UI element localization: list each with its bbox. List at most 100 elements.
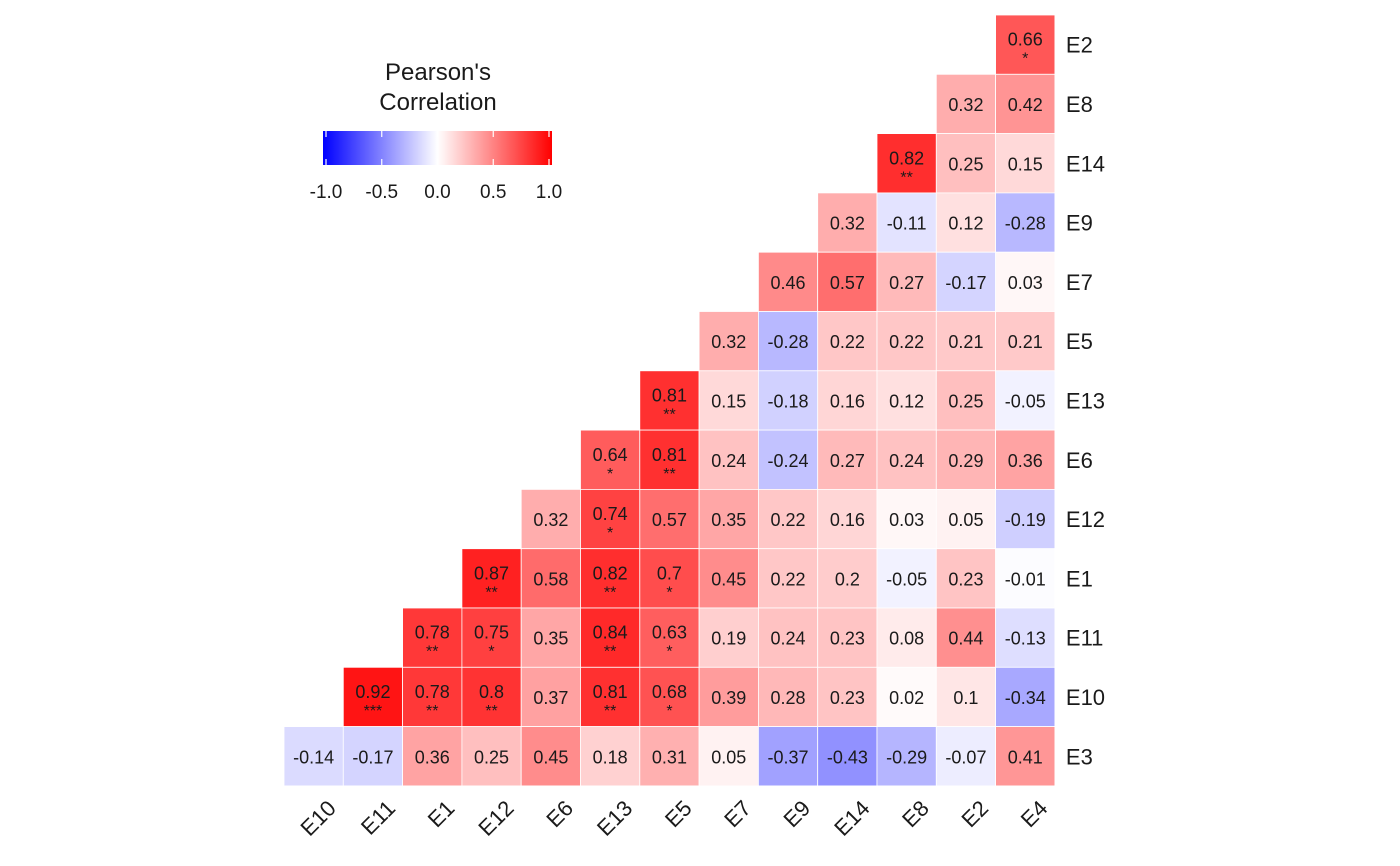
y-tick-label: E7 <box>1066 270 1093 295</box>
heatmap-cell: 0.66* <box>995 14 1056 75</box>
x-tick-label: E9 <box>779 795 816 832</box>
cell-value-label: 0.57 <box>830 273 865 293</box>
cell-value-label: 0.21 <box>1008 332 1043 352</box>
cell-rect <box>935 370 996 431</box>
cell-value-label: 0.27 <box>830 451 865 471</box>
heatmap-cell: 0.58 <box>520 548 581 609</box>
heatmap-cell: 0.32 <box>520 488 581 550</box>
y-tick-label: E6 <box>1066 448 1093 473</box>
cell-value-label: 0.82 <box>889 148 924 168</box>
cell-value-label: 0.15 <box>1008 154 1043 174</box>
heatmap-cell: -0.43 <box>817 726 878 787</box>
cell-rect <box>698 311 759 372</box>
heatmap-cell: 0.44 <box>935 607 996 668</box>
cell-rect <box>758 666 819 727</box>
color-legend: Pearson's Correlation -1.0 -0.5 0.0 0.5 1.0 <box>310 59 563 203</box>
cell-value-label: -0.43 <box>827 747 868 767</box>
heatmap-cell: 0.36 <box>402 726 463 787</box>
cell-rect <box>995 311 1056 372</box>
cell-value-label: 0.27 <box>889 273 924 293</box>
cell-rect <box>876 607 937 668</box>
cell-significance-label: *** <box>364 703 383 720</box>
heatmap-cell: 0.15 <box>995 133 1056 194</box>
heatmap-cell: 0.12 <box>876 370 937 431</box>
x-tick-label: E1 <box>423 795 460 832</box>
heatmap-cell: 0.68* <box>639 666 700 727</box>
x-tick-label: E14 <box>829 795 874 840</box>
heatmap-cell: -0.05 <box>876 548 937 609</box>
cell-value-label: 0.42 <box>1008 95 1043 115</box>
heatmap-cell: -0.17 <box>342 726 403 787</box>
cell-significance-label: ** <box>604 584 616 601</box>
cell-significance-label: ** <box>485 703 497 720</box>
cell-value-label: 0.75 <box>474 623 509 643</box>
cell-rect <box>817 311 878 372</box>
heatmap-cell: 0.24 <box>698 429 759 490</box>
cell-rect <box>995 666 1056 727</box>
heatmap-cell: 0.81** <box>639 429 700 490</box>
cell-value-label: 0.16 <box>830 510 865 530</box>
cell-value-label: 0.35 <box>533 629 568 649</box>
cell-value-label: 0.37 <box>533 688 568 708</box>
cell-value-label: 0.2 <box>835 569 860 589</box>
cell-significance-label: ** <box>485 584 497 601</box>
heatmap-cell: 0.92*** <box>342 666 403 727</box>
heatmap-cells: 0.66*0.32 0.420.82**0.25 0.150.32 -0.11 0.12… <box>283 14 1056 787</box>
cell-rect <box>580 607 641 668</box>
heatmap-cell: -0.37 <box>758 726 819 787</box>
heatmap-cell: 0.37 <box>520 666 581 727</box>
cell-value-label: 0.24 <box>771 629 806 649</box>
legend-tick-label: -1.0 <box>310 182 343 203</box>
cell-value-label: 0.41 <box>1008 747 1043 767</box>
heatmap-cell: 0.02 <box>876 666 937 727</box>
x-tick-label: E7 <box>719 795 756 832</box>
cell-rect <box>935 548 996 609</box>
cell-rect <box>995 726 1056 787</box>
heatmap-cell: 0.08 <box>876 607 937 668</box>
cell-value-label: 0.44 <box>948 629 983 649</box>
cell-value-label: -0.28 <box>768 332 809 352</box>
heatmap-cell: 0.1 <box>935 666 996 727</box>
cell-value-label: 0.63 <box>652 623 687 643</box>
cell-value-label: -0.34 <box>1005 688 1046 708</box>
cell-value-label: 0.12 <box>948 214 983 234</box>
cell-value-label: -0.14 <box>293 747 334 767</box>
cell-rect <box>876 726 937 787</box>
cell-rect <box>342 666 403 727</box>
cell-value-label: -0.07 <box>945 747 986 767</box>
x-tick-label: E13 <box>592 795 637 840</box>
cell-significance-label: ** <box>604 703 616 720</box>
cell-rect <box>520 726 581 787</box>
cell-value-label: 0.22 <box>771 569 806 589</box>
cell-value-label: 0.24 <box>889 451 924 471</box>
heatmap-cell: 0.03 <box>995 251 1056 312</box>
heatmap-cell: 0.8** <box>461 666 522 727</box>
cell-rect <box>935 251 996 312</box>
heatmap-cell: 0.78** <box>402 666 463 727</box>
legend-tick-label: 0.0 <box>424 182 450 203</box>
x-tick-label: E6 <box>541 795 578 832</box>
cell-significance-label: * <box>1022 51 1028 68</box>
heatmap-cell: -0.07 <box>935 726 996 787</box>
cell-value-label: -0.19 <box>1005 510 1046 530</box>
cell-value-label: 0.03 <box>889 510 924 530</box>
heatmap-cell: 0.16 <box>817 370 878 431</box>
x-tick-label: E12 <box>473 795 518 840</box>
cell-value-label: 0.12 <box>889 391 924 411</box>
cell-rect <box>817 488 878 550</box>
cell-value-label: 0.03 <box>1008 273 1043 293</box>
cell-rect <box>283 726 344 787</box>
cell-rect <box>402 666 463 727</box>
cell-value-label: 0.58 <box>533 569 568 589</box>
cell-rect <box>876 666 937 727</box>
cell-rect <box>402 726 463 787</box>
heatmap-cell: 0.63* <box>639 607 700 668</box>
legend-ticks: -1.0 -0.5 0.0 0.5 1.0 <box>310 131 562 203</box>
heatmap-cell: 0.87** <box>461 548 522 609</box>
cell-rect <box>698 726 759 787</box>
cell-value-label: 0.31 <box>652 747 687 767</box>
cell-value-label: 0.36 <box>1008 451 1043 471</box>
x-tick-label: E10 <box>295 795 340 840</box>
heatmap-cell: -0.18 <box>758 370 819 431</box>
heatmap-cell: 0.32 <box>817 192 878 253</box>
